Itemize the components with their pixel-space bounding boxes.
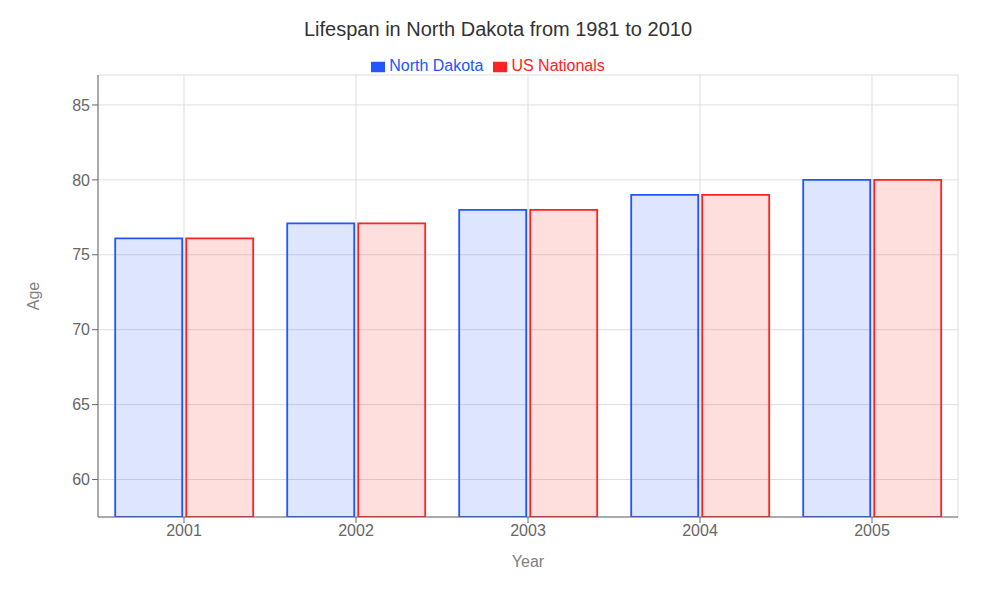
svg-text:2003: 2003 (510, 522, 546, 539)
html-text:North Dakota: North Dakota (389, 57, 484, 74)
html-text:US Nationals: US Nationals (511, 57, 605, 74)
svg-text:2004: 2004 (682, 522, 718, 539)
svg-text:2002: 2002 (338, 522, 374, 539)
svg-text:65: 65 (72, 396, 90, 413)
svg-text:75: 75 (72, 246, 90, 263)
svg-text:80: 80 (72, 172, 90, 189)
svg-text:85: 85 (72, 97, 90, 114)
svg-text:2005: 2005 (854, 522, 890, 539)
svg-text:Age: Age (25, 282, 42, 311)
svg-text:Year: Year (512, 553, 545, 570)
html-text:Lifespan in North Dakota from: Lifespan in North Dakota from 1981 to 20… (304, 18, 692, 40)
svg-text:70: 70 (72, 321, 90, 338)
svg-text:2001: 2001 (166, 522, 202, 539)
svg-text:60: 60 (72, 471, 90, 488)
